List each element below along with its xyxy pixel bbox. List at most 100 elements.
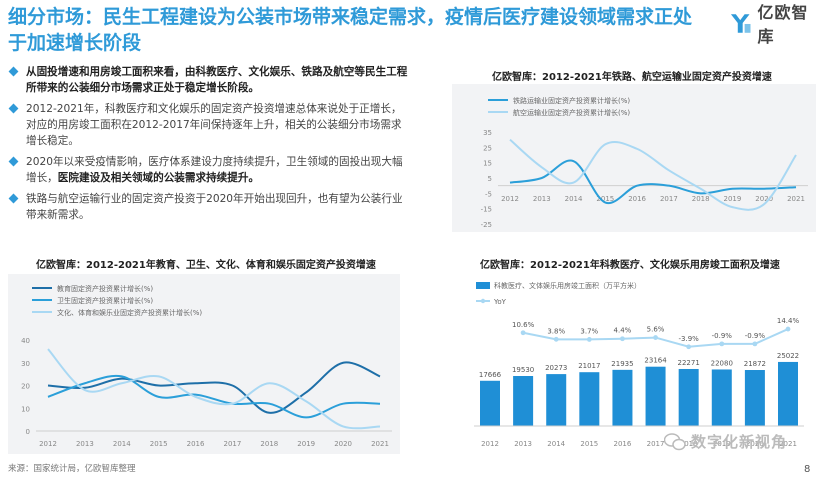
x-tick-label: 2016 [187, 440, 205, 448]
chart2-plot: 40 30 20 10 0 2012 2013 2014 2015 2016 2017 2018 201… [21, 284, 392, 448]
legend-swatch-yoy-marker [480, 298, 486, 304]
chart2-title: 亿欧智库：2012-2021年教育、卫生、文化、体育和娱乐固定资产投资增速 [36, 260, 376, 271]
yoy-point [752, 341, 758, 347]
yoy-label: -0.9% [712, 332, 733, 340]
x-tick-label: 2012 [481, 440, 499, 448]
bar-value-label: 21017 [578, 362, 600, 370]
diamond-bullet-icon [8, 66, 19, 77]
x-tick-label: 2013 [76, 440, 94, 448]
bar-value-label: 21935 [611, 360, 633, 368]
legend-label-bars: 科教医疗、文体娱乐用房竣工面积（万平方米） [494, 281, 641, 290]
yoy-point [620, 336, 625, 342]
x-tick-label: 2014 [565, 195, 583, 203]
x-tick-label: 2012 [501, 195, 519, 203]
series-line-3 [47, 348, 381, 430]
y-tick-label: 40 [21, 337, 30, 345]
y-tick-label: 30 [21, 360, 30, 368]
bullet-text: 2020年以来受疫情影响，医疗体系建设力度持续提升，卫生领域的固投出现大幅增长， [26, 156, 403, 184]
bullet-item-4: 铁路与航空运输行业的固定资产投资于2020年开始出现回升，也有望为公装行业带来新… [8, 191, 408, 223]
x-tick-label: 2016 [628, 195, 646, 203]
legend-label-3: 文化、体育和娱乐业固定资产投资累计增长(%) [57, 308, 202, 317]
series-line-1 [509, 159, 797, 205]
y-tick-label: -15 [481, 206, 492, 214]
y-tick-label: 35 [483, 129, 492, 137]
bar-value-label: 23164 [644, 357, 667, 365]
x-tick-label: 2015 [580, 440, 598, 448]
yoy-label: -0.9% [745, 332, 766, 340]
x-tick-label: 2019 [724, 195, 742, 203]
legend-swatch-bars [476, 282, 490, 289]
chart1-title: 亿欧智库：2012-2021年铁路、航空运输业固定资产投资增速 [492, 72, 772, 83]
chart1-background [452, 84, 816, 232]
watermark-text: 数字化新视角 [691, 433, 788, 451]
bullet-text: 2012-2021年，科教医疗和文化娱乐的固定资产投资增速总体来说处于正增长，对… [26, 103, 402, 147]
watermark: 数字化新视角 [664, 431, 787, 452]
x-tick-label: 2018 [260, 440, 278, 448]
series-line-2 [47, 374, 381, 419]
y-tick-label: 5 [488, 175, 492, 183]
series-line-1 [47, 361, 381, 414]
x-tick-label: 2015 [596, 195, 614, 203]
y-tick-label: 0 [26, 428, 30, 436]
x-tick-label: 2014 [113, 440, 131, 448]
brand-logo-text: 亿欧智库 [757, 3, 809, 46]
x-tick-label: 2018 [692, 195, 710, 203]
legend-label-1: 教育固定资产投资累计增长(%) [57, 284, 153, 293]
yoy-label: -3.9% [679, 335, 700, 343]
y-tick-label: -25 [481, 221, 492, 229]
bar [744, 370, 765, 426]
page-number: 8 [804, 464, 811, 475]
x-tick-label: 2020 [746, 440, 764, 448]
legend-label-2: 航空运输业固定资产投资累计增长(%) [513, 108, 630, 117]
bar-value-label: 21872 [744, 360, 766, 368]
legend-label-2: 卫生固定资产投资累计增长(%) [57, 296, 153, 305]
bar [612, 369, 633, 426]
diamond-bullet-icon [8, 193, 19, 204]
x-tick-label: 2016 [614, 440, 632, 448]
y-tick-label: 15 [483, 160, 492, 168]
x-tick-label: 2020 [334, 440, 352, 448]
bar [546, 374, 567, 426]
bullet-list: 从固投增速和用房竣工面积来看，由科教医疗、文化娱乐、铁路及航空等民生工程所带来的… [8, 64, 408, 228]
yoy-point [586, 337, 592, 342]
x-tick-label: 2017 [660, 195, 678, 203]
x-tick-label: 2021 [779, 440, 797, 448]
bullet-item-2: 2012-2021年，科教医疗和文化娱乐的固定资产投资增速总体来说处于正增长，对… [8, 101, 408, 149]
yoy-point [520, 330, 526, 336]
bar [711, 369, 732, 426]
y-tick-label: 25 [483, 144, 492, 152]
bar-value-label: 19530 [512, 366, 534, 374]
bullet-text: 从固投增速和用房竣工面积来看，由科教医疗、文化娱乐、铁路及航空等民生工程所带来的… [26, 66, 408, 94]
y-tick-label: 10 [21, 405, 30, 413]
series-line-2 [509, 138, 797, 211]
page-title: 细分市场：民生工程建设为公装市场带来稳定需求，疫情后医疗建设领域需求正处于加速增… [8, 6, 693, 54]
x-tick-label: 2014 [547, 440, 565, 448]
bar [480, 380, 500, 426]
bar-value-label: 25022 [777, 352, 799, 360]
bar [513, 376, 534, 426]
chart1-plot: 35 25 15 5 -5 -15 -25 2012 2013 2014 2015 2016 2017 2… [481, 96, 808, 229]
diamond-bullet-icon [8, 156, 19, 167]
bar [678, 368, 699, 426]
x-tick-label: 2019 [297, 440, 315, 448]
yoy-label: 10.6% [512, 321, 535, 329]
x-tick-label: 2012 [39, 440, 57, 448]
brand-logo-icon [730, 14, 751, 33]
chart2-background [8, 274, 400, 454]
legend-label-yoy: YoY [493, 298, 507, 306]
wechat-icon [664, 432, 686, 450]
chart3-plot: 科教医疗、文体娱乐用房竣工面积（万平方米） YoY 17666 19530 20273 2… [474, 281, 804, 448]
yoy-point [553, 336, 559, 342]
x-tick-label: 2013 [514, 440, 532, 448]
bar-value-label: 17666 [479, 371, 502, 379]
brand-logo: 亿欧智库 [728, 3, 824, 46]
x-tick-label: 2020 [755, 195, 773, 203]
bar [778, 361, 798, 426]
bullet-item-3: 2020年以来受疫情影响，医疗体系建设力度持续提升，卫生领域的固投出现大幅增长，… [8, 154, 408, 186]
yoy-label: 3.7% [580, 327, 598, 335]
bar-value-label: 20273 [545, 364, 567, 372]
x-tick-label: 2017 [647, 440, 665, 448]
x-tick-label: 2013 [533, 195, 551, 203]
bar [645, 366, 666, 426]
yoy-point [686, 344, 692, 350]
